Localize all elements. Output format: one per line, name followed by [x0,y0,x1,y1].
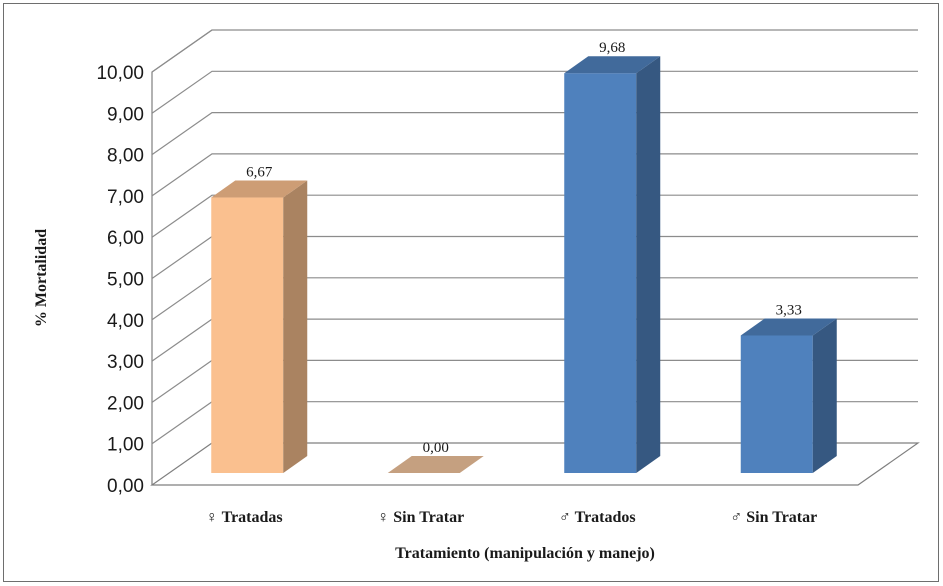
y-tick-label: 8,00 [107,146,144,167]
bar-side [812,318,837,473]
gridline [151,70,918,114]
y-tick-label: 6,00 [107,228,144,249]
category-label: ♂ Sin Tratar [730,509,817,526]
category-label: ♂ Tratados [559,509,636,526]
y-tick-label: 3,00 [107,352,144,373]
bar [387,456,484,473]
y-tick-label: 5,00 [107,270,144,291]
bar-top [740,318,837,336]
y-tick-label: 7,00 [107,187,144,208]
gridline [151,29,918,73]
category-labels: ♀ Tratadas ♀ Sin Tratar ♂ Tratados ♂ Sin Tr… [206,509,817,526]
y-tick-label: 9,00 [107,104,144,125]
bar [564,56,661,473]
bar-side [636,56,661,473]
data-label: 3,33 [776,302,802,318]
y-tick-label: 4,00 [107,311,144,332]
y-tick-labels: 0,00 1,00 2,00 3,00 4,00 5,00 6,00 7,00 8,00 9,00… [96,63,144,497]
gridline [151,111,918,156]
bar-front [564,73,637,473]
y-tick-label: 1,00 [107,435,144,456]
bar-top [564,56,661,74]
x-axis-title: Tratamiento (manipulación y manejo) [395,545,655,562]
bar-front [740,335,813,473]
y-tick-label: 0,00 [107,476,144,497]
bar-top [387,456,484,473]
bar-front [211,197,284,474]
y-tick-label: 10,00 [96,63,144,84]
bars [211,56,837,474]
y-tick-label: 2,00 [107,393,144,414]
gridline [151,153,918,197]
data-label: 9,68 [599,40,625,56]
data-labels: 6,67 0,00 9,68 3,33 [246,40,802,456]
category-label: ♀ Tratadas [206,509,283,526]
category-label: ♀ Sin Tratar [377,509,464,526]
bar [211,180,308,474]
gridline [151,194,918,238]
data-label: 6,67 [246,165,273,181]
floor-outline [150,442,920,486]
y-axis-title: % Mortalidad [33,229,50,327]
bar [740,318,837,473]
bar-side [283,180,308,474]
bar-top [211,180,308,198]
data-label: 0,00 [423,440,449,456]
